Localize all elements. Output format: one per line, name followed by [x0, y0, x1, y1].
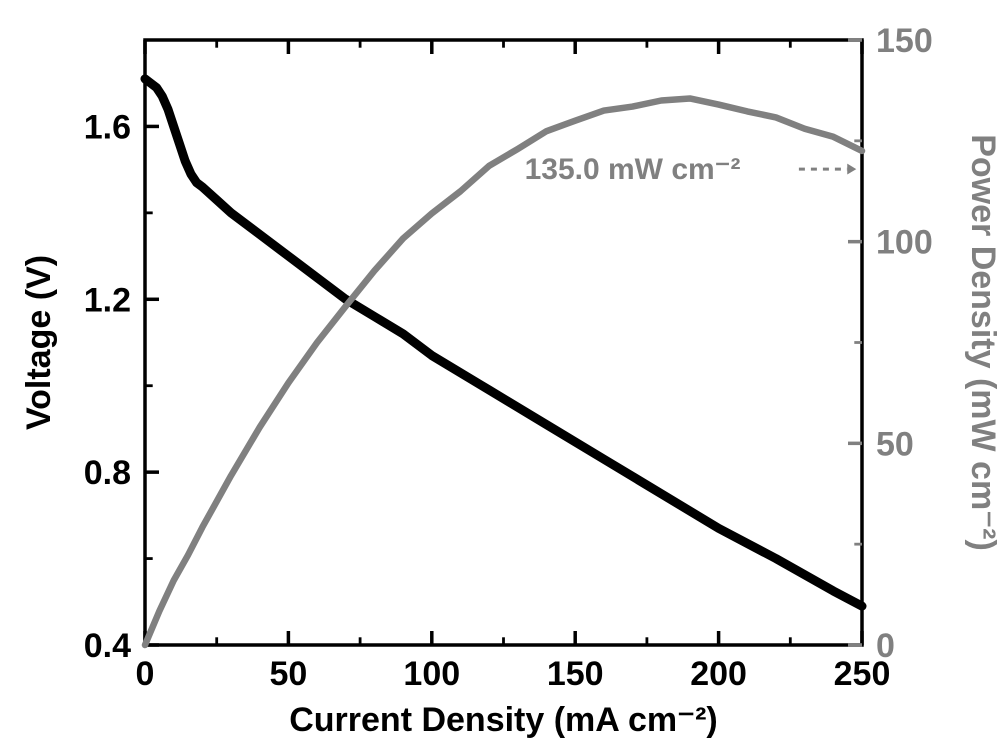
y-right-axis-label: Power Density (mW cm⁻²) — [964, 134, 1000, 551]
y-right-tick-label: 150 — [876, 22, 933, 60]
x-tick-label: 150 — [547, 655, 604, 693]
y-left-tick-labels: 0.4 0.8 1.2 1.6 — [84, 108, 131, 665]
y-right-ticks — [848, 40, 862, 645]
annotation-arrowhead — [847, 164, 856, 175]
y-right-tick-label: 100 — [876, 224, 933, 262]
y-right-tick-label: 0 — [876, 627, 895, 665]
x-tick-label: 100 — [403, 655, 460, 693]
x-tick-label: 0 — [136, 655, 155, 693]
x-tick-label: 50 — [269, 655, 307, 693]
y-right-tick-label: 50 — [876, 425, 914, 463]
y-right-tick-labels: 0 50 100 150 — [876, 22, 933, 665]
y-left-tick-label: 1.2 — [84, 281, 131, 319]
plot-frame — [145, 40, 862, 645]
x-axis-label: Current Density (mA cm⁻²) — [289, 701, 718, 739]
x-tick-label: 200 — [690, 655, 747, 693]
x-tick-labels: 050100150200250 — [136, 655, 891, 693]
y-left-axis-label: Voltage (V) — [20, 255, 58, 430]
y-left-tick-label: 1.6 — [84, 108, 131, 146]
peak-power-annotation: 135.0 mW cm⁻² — [525, 153, 857, 186]
annotation-text: 135.0 mW cm⁻² — [525, 153, 741, 186]
x-ticks — [145, 40, 862, 645]
power-density-line — [145, 98, 862, 645]
y-left-tick-label: 0.8 — [84, 454, 131, 492]
y-left-ticks — [145, 40, 159, 645]
chart-container: 135.0 mW cm⁻² Current Density (mA cm⁻²) … — [0, 0, 1000, 745]
y-left-tick-label: 0.4 — [84, 627, 131, 665]
dual-axis-chart: 135.0 mW cm⁻² Current Density (mA cm⁻²) … — [0, 0, 1000, 745]
